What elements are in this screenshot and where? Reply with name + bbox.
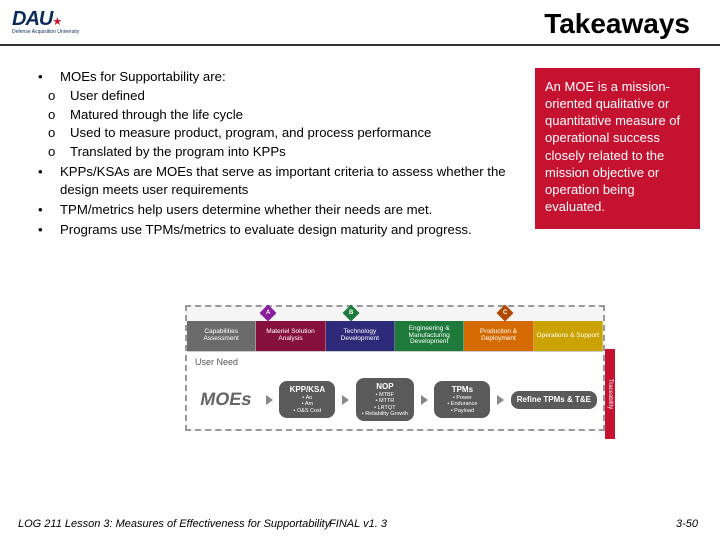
sub-bullet-marker: o [38,143,70,161]
pill-title: TPMs [440,385,484,394]
traceability-label: Traceability [607,379,613,409]
user-need-bar: User Need [187,351,603,372]
logo-star-icon: ★ [52,16,62,28]
page-title: Takeaways [544,8,690,40]
phase-row: Capabilities AssessmentMateriel Solution… [187,321,603,351]
milestone-diamond: C [497,305,514,322]
footer-center: FINAL v1. 3 [329,518,387,530]
diagram-flow: MOEs KPP/KSA• Ao• Am• O&S Cost NOP• MTBF… [187,372,603,429]
lifecycle-diagram: A B C Capabilities AssessmentMateriel Solu… [185,305,605,431]
bullet-marker: • [38,221,60,239]
sub-bullet-marker: o [38,87,70,105]
pill-tpm: TPMs• Power• Endurance• Payload [434,381,490,418]
bullet-marker: • [38,201,60,219]
sub-bullet-marker: o [38,106,70,124]
footer-right: 3-50 [676,518,698,530]
footer-left: LOG 211 Lesson 3: Measures of Effectiven… [18,518,330,530]
dau-logo: DAU★ Defense Acquisition University [12,8,79,35]
bullet-text: KPPs/KSAs are MOEs that serve as importa… [60,163,517,199]
phase-block: Engineering & Manufacturing Development [395,321,464,351]
phase-block: Operations & Support [534,321,603,351]
sub-bullet-marker: o [38,124,70,142]
pill-title: NOP [362,382,408,391]
milestone-row: A B C [187,307,603,319]
traceability-bar: Traceability [605,349,615,439]
slide-header: DAU★ Defense Acquisition University Take… [0,0,720,46]
slide-footer: LOG 211 Lesson 3: Measures of Effectiven… [18,518,698,530]
bullet-text: MOEs for Supportability are: [60,68,517,86]
pill-items: • Power• Endurance• Payload [440,395,484,414]
pill-kpp: KPP/KSA• Ao• Am• O&S Cost [279,381,335,418]
pill-nop: NOP• MTBF• MTTR• LRTQT• Reliability Grow… [356,378,414,421]
bullet-text: Programs use TPMs/metrics to evaluate de… [60,221,517,239]
bullet-marker: • [38,68,60,86]
arrow-icon [342,395,349,405]
moes-label: MOEs [191,389,261,410]
phase-block: Materiel Solution Analysis [256,321,325,351]
user-need-label: User Need [195,357,238,367]
sub-bullet-text: Used to measure product, program, and pr… [70,124,517,142]
logo-text: DAU [12,8,52,30]
pill-refine: Refine TPMs & T&E [511,391,597,409]
phase-block: Capabilities Assessment [187,321,256,351]
arrow-icon [497,395,504,405]
content-area: •MOEs for Supportability are:oUser defin… [0,46,720,240]
definition-callout: An MOE is a mission-oriented qualitative… [535,68,700,229]
pill-items: • Ao• Am• O&S Cost [285,395,329,414]
sub-bullet-text: Matured through the life cycle [70,106,517,124]
pill-title: KPP/KSA [285,385,329,394]
arrow-icon [421,395,428,405]
pill-title: Refine TPMs & T&E [517,395,591,404]
callout-text: An MOE is a mission-oriented qualitative… [545,79,680,214]
sub-bullet-text: User defined [70,87,517,105]
sub-bullet-text: Translated by the program into KPPs [70,143,517,161]
phase-block: Production & Deployment [464,321,533,351]
bullet-list: •MOEs for Supportability are:oUser defin… [38,68,517,240]
pill-items: • MTBF• MTTR• LRTQT• Reliability Growth [362,392,408,417]
bullet-text: TPM/metrics help users determine whether… [60,201,517,219]
logo-subtitle: Defense Acquisition University [12,29,79,35]
arrow-icon [266,395,273,405]
bullet-marker: • [38,163,60,199]
milestone-diamond: B [343,305,360,322]
phase-block: Technology Development [326,321,395,351]
milestone-diamond: A [259,305,276,322]
